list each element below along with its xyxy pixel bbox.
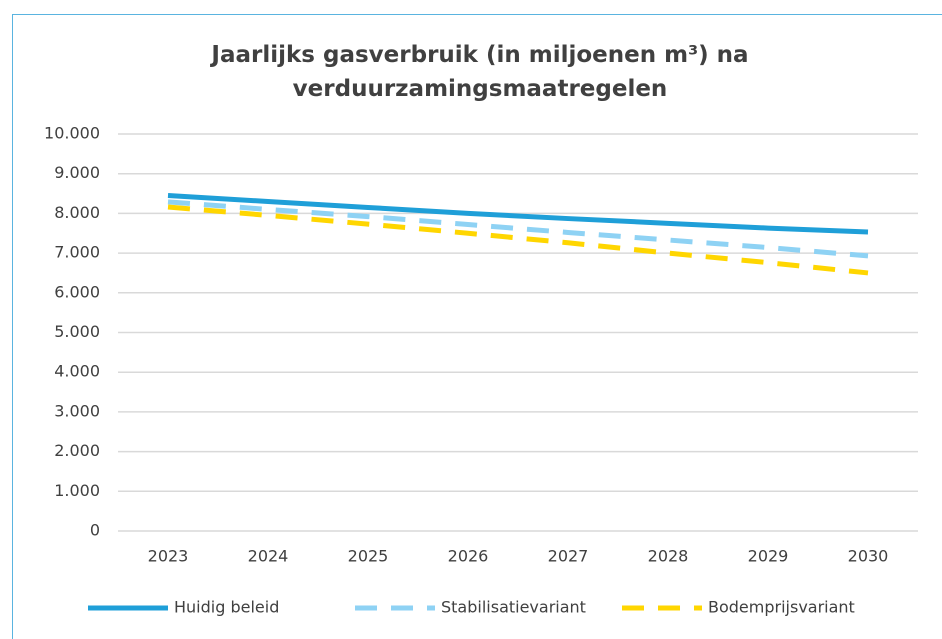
line-series (167, 199, 869, 259)
chart-frame (12, 14, 942, 639)
line-series (167, 204, 869, 276)
x-tick-label: 2029 (748, 547, 789, 566)
legend-label: Huidig beleid (174, 598, 279, 617)
y-tick-label: 6.000 (54, 282, 100, 301)
legend-label: Bodemprijsvariant (708, 598, 855, 617)
y-tick-label: 1.000 (54, 481, 100, 500)
x-tick-label: 2027 (548, 547, 589, 566)
y-tick-label: 10.000 (44, 124, 100, 143)
chart-title: Jaarlijks gasverbruik (in miljoenen m³) … (211, 42, 749, 102)
legend-label: Stabilisatievariant (441, 598, 586, 617)
y-tick-label: 2.000 (54, 441, 100, 460)
x-tick-label: 2023 (148, 547, 189, 566)
y-tick-label: 9.000 (54, 163, 100, 182)
y-tick-label: 0 (90, 521, 100, 540)
y-tick-label: 4.000 (54, 362, 100, 381)
y-tick-label: 3.000 (54, 401, 100, 420)
x-tick-label: 2026 (448, 547, 489, 566)
x-tick-label: 2030 (848, 547, 889, 566)
x-tick-label: 2024 (248, 547, 289, 566)
x-tick-label: 2025 (348, 547, 389, 566)
y-tick-label: 5.000 (54, 322, 100, 341)
y-tick-label: 7.000 (54, 243, 100, 262)
x-tick-label: 2028 (648, 547, 689, 566)
line-series (167, 193, 869, 235)
y-tick-label: 8.000 (54, 203, 100, 222)
